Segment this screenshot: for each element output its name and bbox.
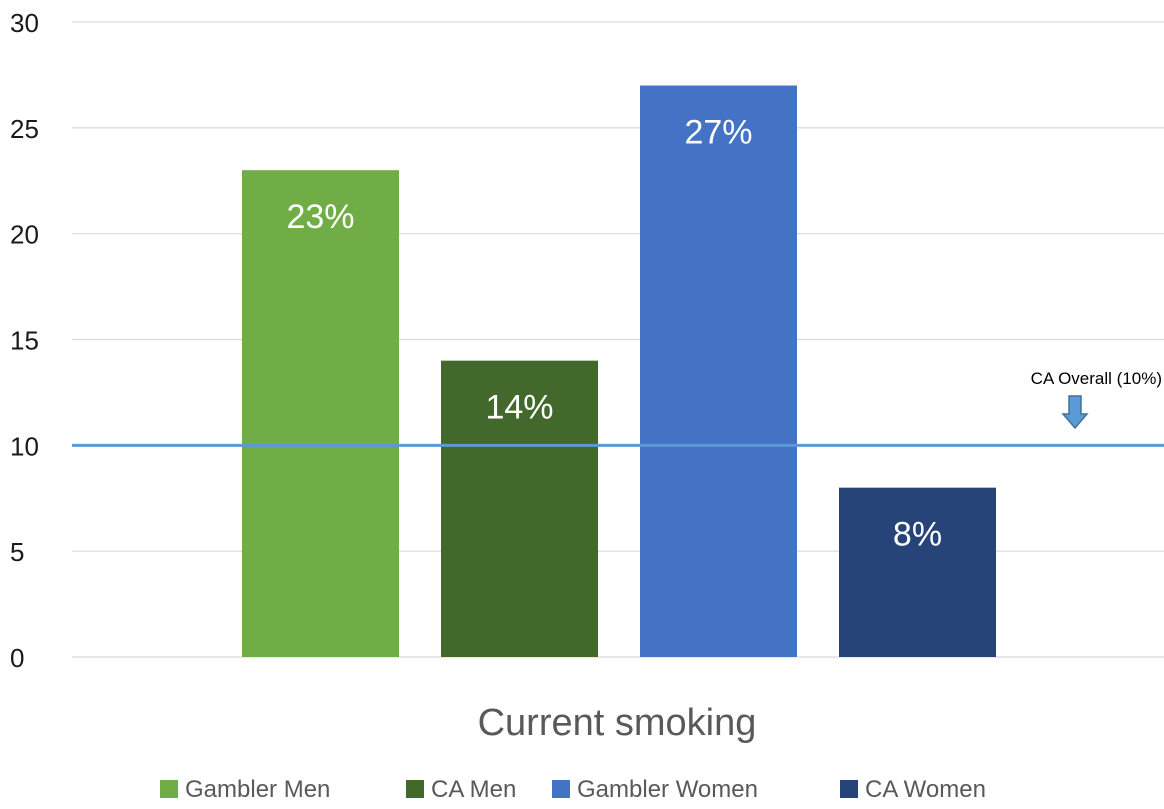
legend-swatch <box>840 780 858 798</box>
data-label: 27% <box>684 114 752 152</box>
y-tick-label: 5 <box>10 537 24 567</box>
down-arrow-icon <box>1061 395 1089 430</box>
legend-label: Gambler Women <box>577 776 758 803</box>
bar-gambler-men <box>242 170 399 657</box>
legend-label: CA Women <box>865 776 986 803</box>
y-axis-ticks: 0 5 10 15 20 25 30 <box>10 8 39 673</box>
data-label: 14% <box>485 389 553 427</box>
legend-swatch <box>160 780 178 798</box>
bar-ca-men <box>441 360 598 657</box>
gridlines <box>72 21 1164 658</box>
y-tick-label: 10 <box>10 431 39 461</box>
legend-label: Gambler Men <box>185 776 330 803</box>
y-tick-label: 25 <box>10 114 39 144</box>
bar-ca-women <box>839 487 996 657</box>
legend-label: CA Men <box>431 776 516 803</box>
legend: Gambler Men CA Men Gambler Women CA Women <box>160 776 986 803</box>
y-tick-label: 0 <box>10 643 24 673</box>
reference-line-label: CA Overall (10%) <box>1031 369 1162 388</box>
bar-gambler-women <box>640 85 797 657</box>
legend-swatch <box>552 780 570 798</box>
bars <box>242 85 996 657</box>
y-tick-label: 20 <box>10 220 39 250</box>
data-label: 23% <box>286 198 354 236</box>
data-label: 8% <box>893 516 942 554</box>
x-axis-category-label: Current smoking <box>478 702 757 744</box>
reference-line-group: CA Overall (10%) <box>72 369 1164 447</box>
legend-swatch <box>406 780 424 798</box>
data-labels: 23% 14% 27% 8% <box>286 114 942 554</box>
y-tick-label: 30 <box>10 8 39 38</box>
y-tick-label: 15 <box>10 326 39 356</box>
